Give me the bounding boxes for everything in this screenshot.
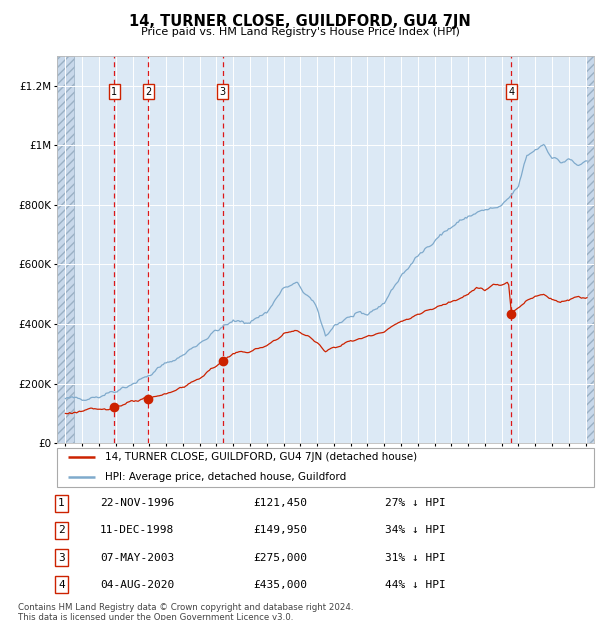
Text: £121,450: £121,450 [254,498,308,508]
Text: 3: 3 [58,552,65,562]
Text: Contains HM Land Registry data © Crown copyright and database right 2024.
This d: Contains HM Land Registry data © Crown c… [18,603,353,620]
Text: 11-DEC-1998: 11-DEC-1998 [100,526,174,536]
Bar [57,56,74,443]
Text: 14, TURNER CLOSE, GUILDFORD, GU4 7JN (detached house): 14, TURNER CLOSE, GUILDFORD, GU4 7JN (de… [106,453,418,463]
Text: 07-MAY-2003: 07-MAY-2003 [100,552,174,562]
Text: 22-NOV-1996: 22-NOV-1996 [100,498,174,508]
Text: 2: 2 [145,87,152,97]
Text: 27% ↓ HPI: 27% ↓ HPI [385,498,446,508]
Text: £149,950: £149,950 [254,526,308,536]
Text: 1: 1 [58,498,65,508]
Text: 2: 2 [58,526,65,536]
Text: 1: 1 [111,87,117,97]
Text: 4: 4 [508,87,514,97]
Bar [586,56,594,443]
FancyBboxPatch shape [57,448,594,487]
Text: 3: 3 [220,87,226,97]
Text: HPI: Average price, detached house, Guildford: HPI: Average price, detached house, Guil… [106,472,347,482]
Text: 31% ↓ HPI: 31% ↓ HPI [385,552,446,562]
Text: 4: 4 [58,580,65,590]
Text: 04-AUG-2020: 04-AUG-2020 [100,580,174,590]
Text: £435,000: £435,000 [254,580,308,590]
Text: 44% ↓ HPI: 44% ↓ HPI [385,580,446,590]
Text: 34% ↓ HPI: 34% ↓ HPI [385,526,446,536]
Text: Price paid vs. HM Land Registry's House Price Index (HPI): Price paid vs. HM Land Registry's House … [140,27,460,37]
Text: £275,000: £275,000 [254,552,308,562]
Text: 14, TURNER CLOSE, GUILDFORD, GU4 7JN: 14, TURNER CLOSE, GUILDFORD, GU4 7JN [129,14,471,29]
